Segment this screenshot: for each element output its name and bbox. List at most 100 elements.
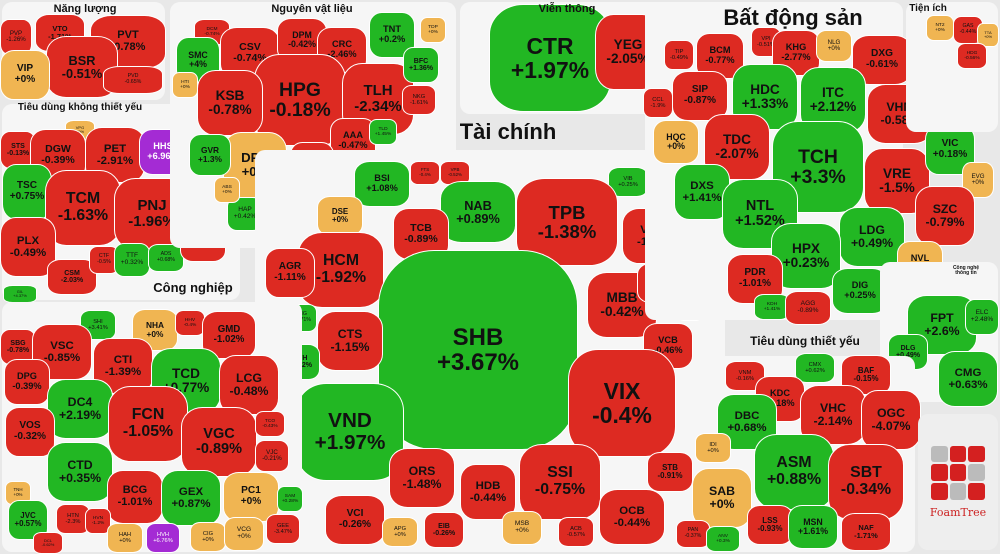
stock-cell-vci[interactable]: VCI -0.26% — [325, 495, 385, 545]
stock-cell-pc1[interactable]: PC1 +0% — [223, 472, 279, 522]
stock-cell-szc[interactable]: SZC -0.79% — [915, 186, 975, 246]
stock-cell-ttf[interactable]: TTF +0.32% — [114, 243, 150, 277]
stock-cell-ssi[interactable]: SSI -0.75% — [519, 444, 601, 520]
stock-cell-dbc[interactable]: DBC +0.68% — [717, 394, 777, 450]
stock-cell-ctd[interactable]: CTD +0.35% — [47, 442, 113, 502]
stock-cell-tld[interactable]: TLD +1.45% — [369, 119, 397, 145]
stock-cell-hvh[interactable]: HVH +6.76% — [146, 523, 180, 553]
stock-cell-hdb[interactable]: HDB -0.44% — [460, 464, 516, 520]
ticker-label: ORS — [408, 464, 436, 479]
stock-cell-plx[interactable]: PLX -0.49% — [0, 217, 56, 277]
stock-cell-csm[interactable]: CSM -2.03% — [47, 259, 97, 295]
stock-cell-vos[interactable]: VOS -0.32% — [5, 407, 55, 457]
stock-cell-ksb[interactable]: KSB -0.78% — [197, 70, 263, 136]
stock-cell-tcm[interactable]: TCM -1.63% — [45, 170, 121, 246]
stock-cell-eib[interactable]: EIB -0.26% — [424, 512, 464, 548]
stock-cell-bcg[interactable]: BCG -1.01% — [107, 470, 163, 524]
stock-cell-vgc[interactable]: VGC -0.89% — [181, 407, 257, 477]
stock-cell-pvd[interactable]: PVD -0.65% — [103, 66, 163, 94]
stock-cell-cig[interactable]: CIG +0% — [190, 522, 226, 552]
stock-cell-acb[interactable]: ACB -0.57% — [558, 517, 594, 547]
change-label: +0% — [13, 492, 23, 497]
stock-cell-ocb[interactable]: OCB -0.44% — [599, 489, 665, 545]
stock-cell-hhv[interactable]: HHV -0.4% — [175, 310, 205, 336]
stock-cell-dig[interactable]: DIG +0.25% — [832, 268, 888, 314]
stock-cell-dpg[interactable]: DPG -0.39% — [4, 359, 50, 405]
stock-cell-lss[interactable]: LSS -0.93% — [747, 505, 793, 545]
stock-cell-dcl[interactable]: DCL -0.62% — [33, 532, 63, 554]
stock-cell-pan[interactable]: PAN -0.37% — [676, 520, 710, 548]
stock-cell-hqc[interactable]: HQC +0% — [653, 120, 699, 164]
stock-cell-vre[interactable]: VRE -1.5% — [864, 148, 930, 214]
stock-cell-lcg[interactable]: LCG -0.48% — [219, 355, 279, 415]
stock-cell-ogc[interactable]: OGC -4.07% — [861, 390, 921, 450]
stock-cell-dc4[interactable]: DC4 +2.19% — [47, 379, 113, 439]
sector-title: Công nghệ thông tin — [952, 265, 980, 277]
stock-cell-cts[interactable]: CTS -1.15% — [317, 311, 383, 371]
stock-cell-vnd[interactable]: VND +1.97% — [296, 383, 404, 481]
stock-cell-ctr[interactable]: CTR +1.97% — [489, 4, 611, 112]
stock-cell-vip[interactable]: VIP +0% — [0, 50, 50, 100]
stock-cell-naf[interactable]: NAF -1.71% — [841, 513, 891, 551]
stock-cell-vjc[interactable]: VJC -0.21% — [255, 440, 289, 472]
stock-cell-vcg[interactable]: VCG +0% — [224, 517, 264, 551]
stock-cell-pdr[interactable]: PDR -1.01% — [727, 254, 783, 304]
stock-cell-cmx[interactable]: CMX +0.62% — [795, 353, 835, 383]
stock-cell-kdh[interactable]: KDH +1.41% — [754, 294, 790, 320]
stock-cell-nlg[interactable]: NLG +0% — [816, 30, 852, 62]
stock-cell-sbt[interactable]: SBT -0.34% — [828, 444, 904, 520]
stock-cell-hdg[interactable]: HDG -0.56% — [957, 43, 987, 69]
stock-cell-sab[interactable]: SAB +0% — [692, 468, 752, 528]
stock-cell-tco[interactable]: TCO -0.43% — [255, 411, 285, 437]
stock-cell-evg[interactable]: EVG +0% — [962, 162, 994, 198]
ticker-label: HAP — [238, 206, 252, 214]
stock-cell-ors[interactable]: ORS -1.48% — [389, 448, 455, 508]
stock-cell-anv[interactable]: ANV +0.3% — [706, 526, 740, 552]
stock-cell-abs[interactable]: ABS +0% — [214, 177, 240, 203]
change-label: +0.23% — [782, 255, 830, 270]
stock-cell-agr[interactable]: AGR -1.11% — [265, 248, 315, 298]
ticker-label: KSB — [215, 87, 245, 103]
stock-cell-gvr[interactable]: GVR +1.3% — [189, 134, 231, 176]
stock-cell-dse[interactable]: DSE +0% — [317, 196, 363, 236]
stock-cell-hah[interactable]: HAH +0% — [107, 523, 143, 553]
stock-cell-sam[interactable]: SAM +0.28% — [277, 486, 303, 512]
stock-cell-bsi[interactable]: BSI +1.08% — [354, 161, 410, 207]
stock-cell-cmg[interactable]: CMG +0.63% — [938, 351, 998, 407]
stock-cell-ccl[interactable]: CCL -1.9% — [643, 88, 673, 118]
stock-cell-sip[interactable]: SIP -0.87% — [672, 71, 728, 121]
stock-cell-nkg[interactable]: NKG -1.61% — [402, 85, 436, 115]
stock-cell-bfc[interactable]: BFC +1.36% — [403, 47, 439, 83]
stock-cell-pvp[interactable]: PVP -1.26% — [0, 19, 32, 55]
stock-cell-gex[interactable]: GEX +0.87% — [161, 470, 221, 526]
stock-cell-tip[interactable]: TIP -0.49% — [664, 40, 694, 70]
stock-cell-vib[interactable]: VIB +0.25% — [608, 167, 648, 197]
stock-cell-nt2[interactable]: NT2 +0% — [926, 15, 954, 41]
stock-cell-ldg[interactable]: LDG +0.49% — [839, 207, 905, 267]
stock-cell-fcn[interactable]: FCN -1.05% — [108, 386, 188, 462]
stock-cell-gil[interactable]: GIL +4.37% — [3, 285, 37, 303]
stock-cell-tta[interactable]: TTA +0% — [977, 23, 999, 47]
stock-cell-tsc[interactable]: TSC +0.75% — [2, 164, 52, 220]
stock-cell-apg[interactable]: APG +0% — [382, 517, 418, 547]
stock-cell-tdp[interactable]: TDP +0% — [420, 17, 446, 43]
ticker-label: TCO — [264, 418, 276, 424]
ticker-label: OCB — [619, 505, 645, 517]
stock-cell-gee[interactable]: GEE -3.47% — [266, 514, 300, 544]
ticker-label: MSN — [803, 516, 823, 527]
stock-cell-stb[interactable]: STB -0.91% — [647, 452, 693, 492]
stock-cell-shb[interactable]: SHB +3.67% — [378, 250, 578, 450]
stock-cell-asm[interactable]: ASM +0.88% — [754, 434, 834, 510]
stock-cell-vix[interactable]: VIX -0.4% — [568, 349, 676, 457]
stock-cell-nab[interactable]: NAB +0.89% — [440, 181, 516, 243]
stock-cell-hvn[interactable]: HVN -1.2% — [85, 508, 111, 534]
stock-cell-msb[interactable]: MSB +0% — [502, 511, 542, 545]
stock-cell-ads[interactable]: ADS +0.68% — [148, 244, 184, 272]
stock-cell-elc[interactable]: ELC +2.48% — [965, 299, 999, 335]
stock-cell-fts[interactable]: FTS -0.4% — [410, 161, 440, 185]
stock-cell-idi[interactable]: IDI +0% — [695, 433, 731, 463]
stock-cell-msn[interactable]: MSN +1.61% — [788, 505, 838, 549]
stock-cell-dxs[interactable]: DXS +1.41% — [674, 164, 730, 220]
stock-cell-agg[interactable]: AGG -0.89% — [785, 291, 831, 325]
stock-cell-hti[interactable]: HTI +0% — [172, 72, 198, 98]
